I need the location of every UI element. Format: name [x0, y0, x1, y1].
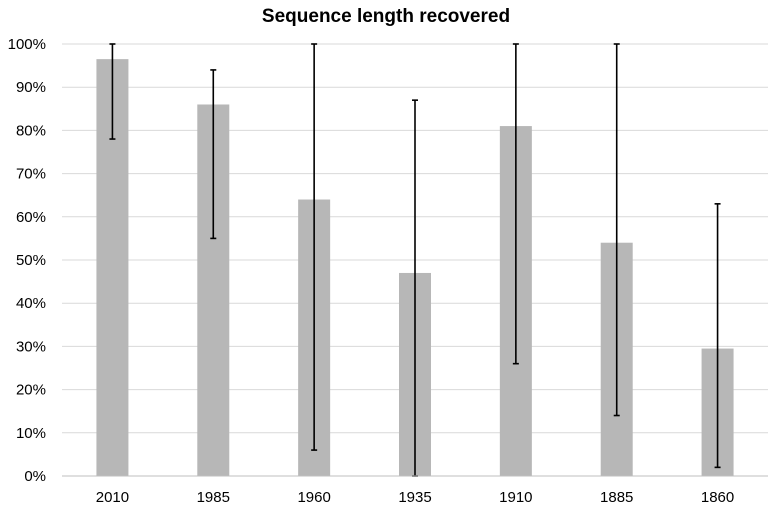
y-tick-label: 100%	[8, 36, 46, 53]
x-tick-label: 1860	[701, 489, 734, 506]
error-bar-1910	[512, 43, 519, 365]
error-bar-2010	[109, 43, 116, 140]
error-bar-1885	[613, 43, 620, 417]
y-tick-label: 90%	[16, 79, 46, 96]
y-tick-label: 0%	[24, 468, 46, 485]
y-tick-label: 50%	[16, 252, 46, 269]
error-bars	[109, 43, 721, 477]
x-tick-label: 1910	[499, 489, 532, 506]
x-tick-label: 1985	[197, 489, 230, 506]
x-tick-label: 1885	[600, 489, 633, 506]
y-tick-label: 70%	[16, 166, 46, 183]
chart-title: Sequence length recovered	[262, 6, 510, 27]
x-axis-tick-labels: 2010 1985 1960 1935 1910 1885 1860	[96, 489, 735, 506]
y-tick-label: 40%	[16, 295, 46, 312]
y-axis-tick-labels: 0% 10% 20% 30% 40% 50% 60% 70% 80% 90% 100%	[8, 36, 46, 485]
x-tick-label: 1960	[297, 489, 330, 506]
error-bar-1960	[311, 43, 318, 451]
x-tick-label: 2010	[96, 489, 129, 506]
x-tick-label: 1935	[398, 489, 431, 506]
y-tick-label: 60%	[16, 209, 46, 226]
error-bar-1985	[210, 69, 217, 240]
y-tick-label: 20%	[16, 382, 46, 399]
error-bar-1860	[714, 203, 721, 469]
y-tick-label: 30%	[16, 338, 46, 355]
y-tick-label: 10%	[16, 425, 46, 442]
y-tick-label: 80%	[16, 122, 46, 139]
